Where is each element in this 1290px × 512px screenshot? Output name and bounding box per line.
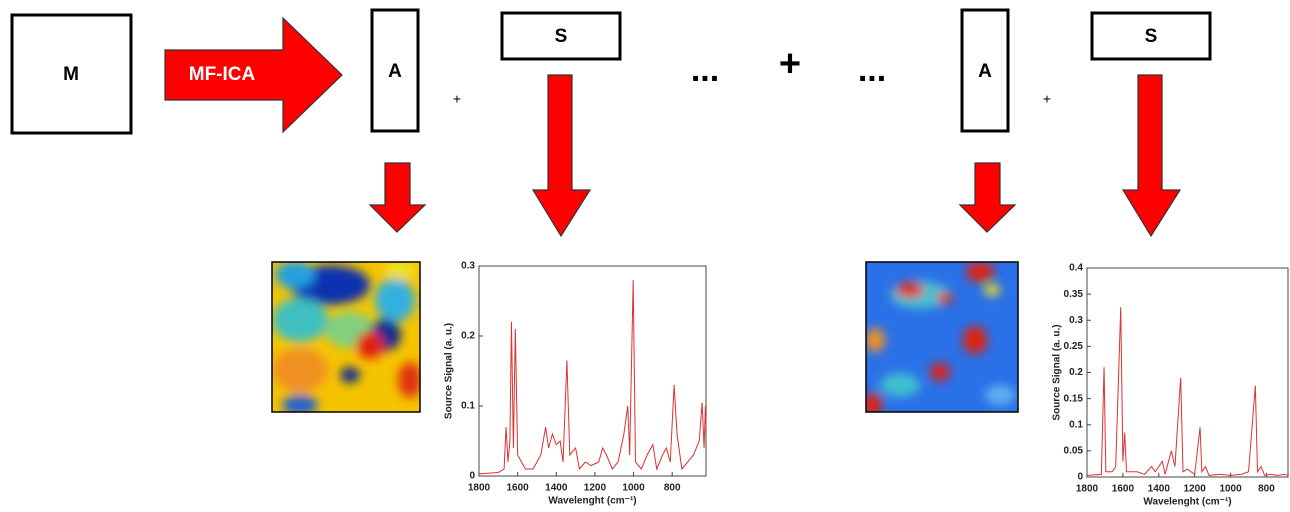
y-tick-label: 0.3 bbox=[1069, 315, 1083, 326]
x-tick-label: 1600 bbox=[1112, 484, 1135, 495]
x-tick-label: 800 bbox=[664, 483, 681, 494]
x-tick-label: 1200 bbox=[584, 483, 607, 494]
down-arrow bbox=[1123, 75, 1180, 236]
abundance-map bbox=[272, 260, 422, 415]
x-axis-label: Wavelenght (cm⁻¹) bbox=[548, 496, 636, 507]
y-tick-label: 0.25 bbox=[1064, 341, 1084, 352]
x-tick-label: 1200 bbox=[1184, 484, 1207, 495]
y-tick-label: 0.4 bbox=[1069, 263, 1083, 274]
ellipsis: ... bbox=[858, 51, 886, 89]
y-tick-label: 0.1 bbox=[1069, 419, 1083, 430]
y-tick-label: 0.2 bbox=[1069, 367, 1083, 378]
y-tick-label: 0.35 bbox=[1064, 289, 1084, 300]
operator: + bbox=[1043, 91, 1051, 107]
y-tick-label: 0 bbox=[1077, 472, 1083, 483]
spectrum-line bbox=[479, 280, 706, 474]
x-tick-label: 1400 bbox=[545, 483, 568, 494]
x-axis-label: Wavelenght (cm⁻¹) bbox=[1143, 497, 1231, 507]
x-tick-label: 800 bbox=[1258, 484, 1275, 495]
y-tick-label: 0.05 bbox=[1064, 446, 1084, 457]
box-label: M bbox=[63, 64, 79, 85]
y-tick-label: 0.3 bbox=[461, 261, 475, 272]
box-label: S bbox=[555, 26, 568, 47]
x-tick-label: 1400 bbox=[1148, 484, 1171, 495]
plot-frame bbox=[1087, 268, 1288, 477]
y-tick-label: 0.15 bbox=[1064, 393, 1084, 404]
box-label: A bbox=[978, 61, 992, 82]
down-arrow bbox=[370, 163, 425, 232]
diagram: M MF-ICA A + S ... + ... A + S bbox=[0, 0, 1290, 507]
down-arrow bbox=[960, 163, 1015, 232]
x-tick-label: 1800 bbox=[1076, 484, 1099, 495]
box-label: S bbox=[1145, 26, 1158, 47]
x-tick-label: 1000 bbox=[622, 483, 645, 494]
y-tick-label: 0.1 bbox=[461, 401, 475, 412]
x-tick-label: 1600 bbox=[507, 483, 530, 494]
y-tick-label: 0 bbox=[469, 471, 475, 482]
spectrum-line bbox=[1087, 307, 1288, 475]
x-tick-label: 1000 bbox=[1219, 484, 1242, 495]
y-axis-label: Source Signal (a. u.) bbox=[1052, 324, 1063, 420]
down-arrow bbox=[533, 75, 590, 236]
y-tick-label: 0.2 bbox=[461, 331, 475, 342]
x-tick-label: 1800 bbox=[468, 483, 491, 494]
operator: + bbox=[779, 43, 801, 85]
operator: + bbox=[453, 91, 461, 107]
abundance-map bbox=[862, 262, 1018, 417]
box-label: A bbox=[388, 61, 402, 82]
y-axis-label: Source Signal (a. u.) bbox=[444, 323, 455, 419]
ellipsis: ... bbox=[691, 51, 719, 89]
arrow-label: MF-ICA bbox=[189, 64, 256, 85]
